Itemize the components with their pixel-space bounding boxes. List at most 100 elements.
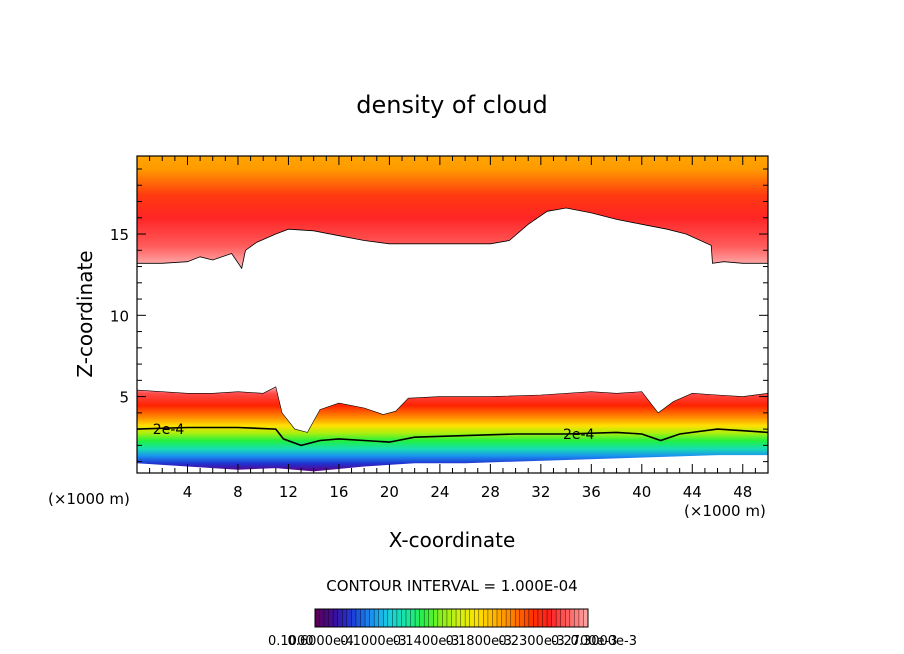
colorbar-swatch xyxy=(524,609,530,627)
plot-area: 2e-4 2e-4 xyxy=(137,156,768,473)
colorbar-swatch xyxy=(446,609,452,627)
colorbar-swatch xyxy=(501,609,507,627)
colorbar xyxy=(314,609,589,627)
colorbar-swatch xyxy=(410,609,416,627)
y-axis-ticks: 5 10 15 xyxy=(110,168,768,463)
colorbar-swatch xyxy=(451,609,457,627)
colorbar-swatch xyxy=(583,609,589,627)
x-tick-label: 28 xyxy=(481,483,500,501)
contour-label: 2e-4 xyxy=(563,427,595,443)
colorbar-swatch xyxy=(333,609,339,627)
colorbar-swatch xyxy=(578,609,584,627)
colorbar-swatch xyxy=(437,609,443,627)
colorbar-swatch xyxy=(556,609,561,627)
colorbar-swatch xyxy=(542,609,548,627)
colorbar-swatch xyxy=(551,609,557,627)
colorbar-frame xyxy=(314,608,589,628)
colorbar-swatch xyxy=(346,609,352,627)
upper-layer-edge xyxy=(137,207,768,270)
y-tick-label: 10 xyxy=(110,307,129,325)
colorbar-swatch xyxy=(483,609,489,627)
x-tick-label: 44 xyxy=(683,483,702,501)
colorbar-swatch xyxy=(456,609,461,627)
colorbar-swatch xyxy=(355,609,361,627)
colorbar-swatch xyxy=(419,609,425,627)
colorbar-swatch xyxy=(565,609,571,627)
colorbar-swatch xyxy=(415,609,420,627)
contour-interval-text: CONTOUR INTERVAL = 1.000E-04 xyxy=(326,577,577,595)
colorbar-label: 0.1000 xyxy=(268,634,314,649)
colorbar-swatch xyxy=(442,609,448,627)
x-axis-label: X-coordinate xyxy=(389,528,516,552)
colorbar-swatch xyxy=(337,609,343,627)
colorbar-swatch xyxy=(469,609,475,627)
y-tick-label: 15 xyxy=(110,226,129,244)
contour-line-2e-4 xyxy=(137,426,768,447)
colorbar-swatch xyxy=(537,609,543,627)
colorbar-swatch xyxy=(424,609,430,627)
colorbar-swatch xyxy=(369,609,375,627)
colorbar-label: 0.1000e-3 xyxy=(340,634,406,649)
colorbar-swatch xyxy=(392,609,398,627)
upper-cloud-layer xyxy=(137,156,768,269)
colorbar-swatch xyxy=(506,609,511,627)
colorbar-swatch xyxy=(406,609,411,627)
y-tick-label: 5 xyxy=(119,389,129,407)
colorbar-swatch xyxy=(428,609,434,627)
colorbar-swatch xyxy=(342,609,348,627)
colorbar-label: 0.3000e-3 xyxy=(571,634,637,649)
colorbar-swatch xyxy=(365,609,370,627)
colorbar-swatch xyxy=(401,609,407,627)
x-unit-left: (×1000 m) xyxy=(48,490,130,508)
colorbar-swatch xyxy=(510,609,516,627)
x-tick-label: 24 xyxy=(430,483,449,501)
colorbar-swatch xyxy=(324,609,329,627)
colorbar-swatch xyxy=(351,609,357,627)
colorbar-swatch xyxy=(378,609,384,627)
lower-cloud-layer xyxy=(137,386,768,472)
colorbar-swatch xyxy=(360,609,366,627)
colorbar-swatch xyxy=(474,609,480,627)
x-tick-label: 4 xyxy=(183,483,193,501)
colorbar-swatch xyxy=(515,609,521,627)
colorbar-swatch xyxy=(319,609,325,627)
colorbar-swatch xyxy=(533,609,539,627)
colorbar-swatch xyxy=(383,609,389,627)
contour-label: 2e-4 xyxy=(153,422,185,438)
x-unit-right: (×1000 m) xyxy=(684,502,766,520)
colorbar-swatch xyxy=(374,609,379,627)
colorbar-swatch xyxy=(519,609,525,627)
colorbar-swatch xyxy=(460,609,466,627)
colorbar-swatch xyxy=(387,609,393,627)
x-tick-label: 8 xyxy=(233,483,243,501)
colorbar-swatch xyxy=(528,609,534,627)
chart-title: density of cloud xyxy=(356,91,547,119)
y-axis-label: Z-coordinate xyxy=(73,250,97,377)
x-tick-label: 48 xyxy=(733,483,752,501)
colorbar-swatch xyxy=(315,609,320,627)
x-tick-label: 20 xyxy=(380,483,399,501)
colorbar-swatch xyxy=(569,609,575,627)
colorbar-swatch xyxy=(328,609,334,627)
colorbar-swatch xyxy=(497,609,502,627)
colorbar-swatch xyxy=(547,609,552,627)
x-axis-ticks: 4 8 12 16 20 24 28 32 36 40 44 48 xyxy=(149,156,756,501)
colorbar-labels: 0.10000.6000e-40.1000e-30.1400e-30.1800e… xyxy=(268,634,637,649)
colorbar-swatch xyxy=(478,609,484,627)
lower-layer-edge xyxy=(137,386,768,433)
colorbar-swatch xyxy=(396,609,402,627)
colorbar-swatch xyxy=(487,609,493,627)
colorbar-label: 0.2700e-3 xyxy=(551,634,617,649)
colorbar-label: 0.6000e-4 xyxy=(287,634,353,649)
colorbar-label: 0.2300e-3 xyxy=(498,634,564,649)
x-tick-label: 12 xyxy=(279,483,298,501)
contour-labels: 2e-4 2e-4 xyxy=(153,422,595,443)
colorbar-label: 0.1400e-3 xyxy=(393,634,459,649)
colorbar-swatch xyxy=(465,609,470,627)
x-tick-label: 36 xyxy=(582,483,601,501)
colorbar-swatch xyxy=(560,609,566,627)
x-tick-label: 16 xyxy=(329,483,348,501)
x-tick-label: 40 xyxy=(632,483,651,501)
x-tick-label: 32 xyxy=(531,483,550,501)
